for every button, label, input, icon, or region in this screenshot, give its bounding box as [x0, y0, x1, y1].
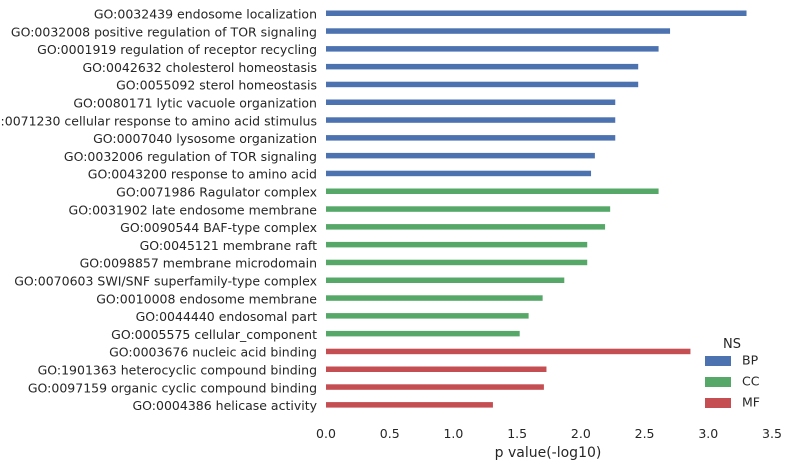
category-label: GO:0098857 membrane microdomain — [80, 256, 317, 271]
category-label: GO:1901363 heterocyclic compound binding — [38, 363, 317, 378]
bar-go-0032439 — [326, 10, 747, 16]
x-tick-label: 2.0 — [571, 426, 591, 441]
bar-go-0090544 — [326, 224, 606, 230]
bar-go-0043200 — [326, 170, 592, 177]
bars-layer — [326, 10, 747, 408]
category-label: GO:0001919 regulation of receptor recycl… — [37, 42, 317, 57]
category-labels: GO:0032439 endosome localization GO:00320… — [0, 7, 318, 414]
x-axis-ticks: 0.0 0.5 1.0 1.5 2.0 2.5 3.0 3.5 — [316, 426, 782, 441]
legend: NS BP CC MF — [705, 337, 760, 410]
x-tick-label: 3.5 — [762, 426, 782, 441]
bar-go-0098857 — [326, 259, 588, 266]
category-label: GO:0031902 late endosome membrane — [69, 202, 318, 217]
category-label: GO:0045121 membrane raft — [140, 238, 318, 253]
category-label: GO:0090544 BAF-type complex — [120, 220, 317, 235]
bar-go-0004386 — [326, 402, 493, 408]
category-label: GO:0071986 Ragulator complex — [116, 185, 317, 200]
category-label: GO:0097159 organic cyclic compound bindi… — [28, 380, 317, 395]
bar-go-0007040 — [326, 135, 616, 141]
category-label: GO:0080171 lytic vacuole organization — [73, 96, 317, 111]
legend-swatch-cc — [705, 377, 731, 387]
bar-go-0080171 — [326, 99, 616, 105]
bar-go-0031902 — [326, 206, 611, 212]
x-tick-label: 2.5 — [635, 426, 655, 441]
bar-go-0055092 — [326, 81, 639, 88]
bar-go-0001919 — [326, 46, 659, 52]
legend-label-bp: BP — [742, 353, 759, 368]
category-label: GO:0007040 lysosome organization — [93, 131, 317, 146]
x-tick-label: 1.0 — [443, 426, 463, 441]
x-tick-label: 3.0 — [698, 426, 718, 441]
category-label: GO:0042632 cholesterol homeostasis — [83, 60, 318, 75]
x-tick-label: 0.0 — [316, 426, 336, 441]
category-label: GO:0071230 cellular response to amino ac… — [0, 113, 317, 128]
bar-go-0070603 — [326, 277, 565, 283]
legend-label-mf: MF — [742, 395, 760, 410]
legend-title: NS — [723, 337, 741, 352]
bar-go-0042632 — [326, 63, 639, 70]
legend-swatch-mf — [705, 398, 731, 408]
x-axis-label: p value(-log10) — [495, 445, 602, 461]
bar-go-0097159 — [326, 384, 544, 390]
bar-go-0071230 — [326, 117, 616, 123]
bar-go-0005575 — [326, 330, 520, 337]
bar-go-0010008 — [326, 295, 543, 301]
x-tick-label: 0.5 — [380, 426, 400, 441]
category-label: GO:0010008 endosome membrane — [96, 291, 317, 306]
bar-go-0032006 — [326, 152, 595, 159]
bar-go-0044440 — [326, 313, 529, 319]
category-label: GO:0032439 endosome localization — [94, 7, 317, 22]
category-label: GO:0032006 regulation of TOR signaling — [64, 149, 317, 164]
category-label: GO:0055092 sterol homeostasis — [116, 78, 317, 93]
category-label: GO:0044440 endosomal part — [136, 309, 318, 324]
bar-go-0003676 — [326, 348, 691, 355]
category-label: GO:0003676 nucleic acid binding — [109, 345, 317, 360]
category-label: GO:0032008 positive regulation of TOR si… — [11, 24, 317, 39]
category-label: GO:0070603 SWI/SNF superfamily-type comp… — [14, 274, 317, 289]
bar-go-0045121 — [326, 241, 588, 248]
bar-go-1901363 — [326, 366, 547, 372]
category-label: GO:0043200 response to amino acid — [88, 167, 317, 182]
legend-label-cc: CC — [742, 374, 760, 389]
bar-go-0071986 — [326, 188, 659, 194]
bar-go-0032008 — [326, 28, 671, 34]
category-label: GO:0005575 cellular_component — [111, 327, 317, 342]
legend-swatch-bp — [705, 356, 731, 366]
category-label: GO:0004386 helicase activity — [132, 398, 317, 413]
x-tick-label: 1.5 — [507, 426, 527, 441]
